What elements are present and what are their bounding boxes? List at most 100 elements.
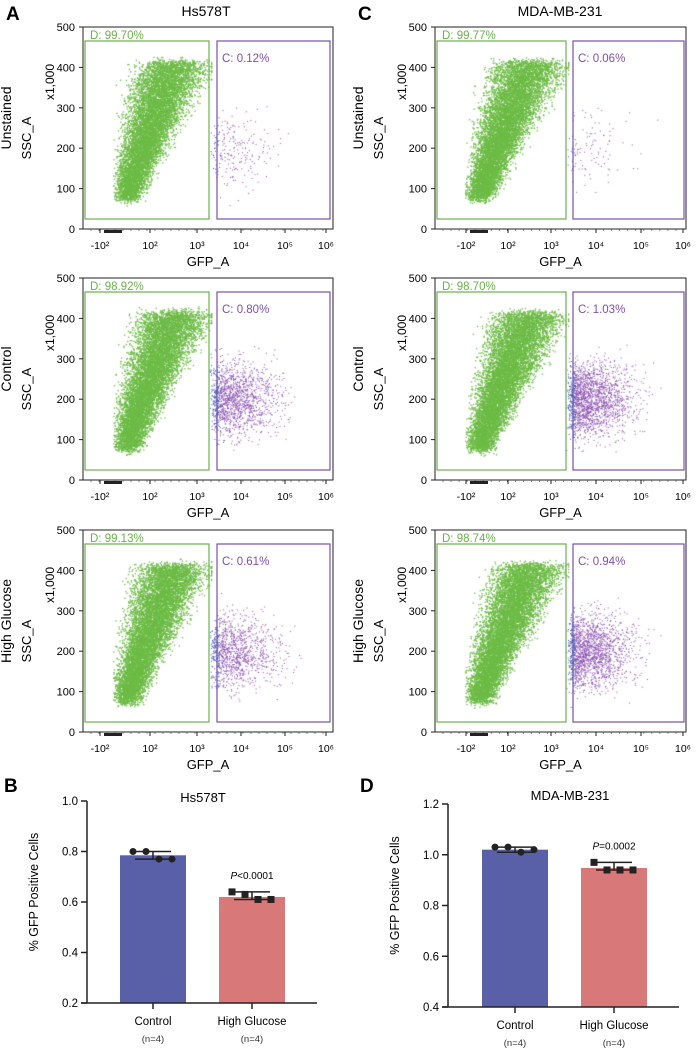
x-tick-label: 10³: [189, 491, 205, 503]
x-tick-label: 10⁴: [588, 240, 604, 252]
p-value: =0.0002: [599, 841, 636, 852]
flow-plot-a-1: 0 100 200 300 400 500 -10² 10² 10³ 10⁴ 10⁵ 10⁶ GFP_A…: [0, 22, 334, 269]
plot-frame: [82, 277, 334, 481]
y-tick-label: 500: [409, 22, 427, 34]
gate-d: [436, 40, 567, 220]
data-point: [491, 843, 499, 851]
category-label: High Glucose: [579, 1020, 648, 1032]
bar-high-glucose: [581, 867, 647, 1007]
gate-c-label: C: 0.80%: [222, 304, 269, 316]
x-axis-label: GFP_A: [539, 505, 582, 520]
y-tick-label: 500: [409, 273, 427, 285]
zero-marker: [470, 481, 488, 484]
data-point: [504, 843, 512, 851]
p-symbol: P: [230, 871, 237, 882]
y-axis-unit: x1,000: [43, 315, 57, 351]
y-axis-label: SSC_A: [371, 116, 386, 159]
n-label: (n=4): [241, 1034, 263, 1045]
y-tick-label: 1.0: [62, 796, 78, 808]
x-axis-label: GFP_A: [187, 505, 230, 520]
y-tick-label: 400: [57, 62, 75, 74]
y-axis-unit: x1,000: [395, 567, 409, 603]
x-tick-label: 10²: [142, 491, 158, 503]
y-tick-label: 200: [57, 143, 75, 155]
y-axis-unit: x1,000: [395, 315, 409, 351]
y-tick-label: 0.8: [423, 901, 439, 913]
zero-marker: [104, 481, 122, 484]
flow-plot-c-2: 0 100 200 300 400 500 -10² 10² 10³ 10⁴ 10⁵ 10⁶ GFP_A…: [350, 273, 691, 520]
y-tick-label: 1.2: [423, 799, 439, 811]
x-tick-label: 10⁴: [233, 743, 249, 755]
y-tick-label: 200: [409, 646, 427, 658]
y-tick-label: 100: [409, 435, 427, 447]
y-tick-label: 300: [57, 354, 75, 366]
y-tick-label: 500: [57, 525, 75, 537]
gate-d-label: D: 99.70%: [90, 30, 144, 42]
gate-d-label: D: 98.92%: [90, 281, 144, 293]
x-tick-label: 10⁴: [233, 491, 249, 503]
x-tick-label: -10²: [91, 743, 110, 755]
y-axis-label: % GFP Positive Cells: [27, 833, 41, 952]
x-tick-label: 10⁶: [675, 491, 691, 503]
gate-d-label: D: 99.77%: [442, 30, 496, 42]
data-point: [629, 866, 637, 874]
plot-frame: [82, 26, 334, 230]
x-tick-label: -10²: [457, 491, 476, 503]
data-point: [142, 848, 150, 855]
gate-c: [572, 40, 685, 220]
row-label: Control: [0, 346, 14, 391]
panel-letter-c: C: [358, 4, 372, 25]
category-label: Control: [134, 1016, 171, 1028]
data-point: [616, 866, 624, 874]
y-tick-label: 400: [409, 565, 427, 577]
y-tick-label: 500: [57, 273, 75, 285]
x-tick-label: 10⁴: [233, 240, 249, 252]
y-tick-label: 0.6: [423, 951, 439, 963]
x-tick-label: -10²: [457, 743, 476, 755]
flow-plot-c-1: 0 100 200 300 400 500 -10² 10² 10³ 10⁴ 10⁵ 10⁶ GFP_A…: [350, 22, 691, 269]
y-tick-label: 400: [57, 565, 75, 577]
data-point: [590, 858, 598, 866]
zero-marker: [104, 230, 122, 233]
y-tick-label: 300: [57, 606, 75, 618]
row-label: Unstained: [0, 86, 14, 149]
category-label: High Glucose: [217, 1016, 286, 1028]
y-axis-label: SSC_A: [19, 367, 34, 410]
x-tick-label: -10²: [91, 491, 110, 503]
y-tick-label: 0: [69, 475, 75, 487]
x-tick-label: 10⁶: [318, 491, 334, 503]
p-value-annotation: P<0.0001: [230, 871, 274, 882]
row-label: Control: [350, 346, 366, 391]
flow-plot-a-3: 0 100 200 300 400 500 -10² 10² 10³ 10⁴ 10⁵ 10⁶ GFP_A…: [0, 525, 334, 772]
y-tick-label: 200: [409, 143, 427, 155]
y-axis-unit: x1,000: [43, 567, 57, 603]
data-point: [241, 890, 249, 898]
y-tick-label: 300: [409, 103, 427, 115]
y-tick-label: 300: [409, 606, 427, 618]
data-point: [129, 848, 137, 855]
x-tick-label: 10⁵: [277, 743, 293, 755]
gate-c: [216, 291, 331, 471]
data-point: [168, 855, 176, 863]
flow-plot-c-3: 0 100 200 300 400 500 -10² 10² 10³ 10⁴ 10⁵ 10⁶ GFP_A…: [350, 525, 691, 772]
x-tick-label: 10⁴: [588, 743, 604, 755]
gate-d: [84, 543, 210, 723]
gate-d: [84, 40, 210, 220]
category-label: Control: [496, 1020, 533, 1032]
y-tick-label: 300: [57, 103, 75, 115]
y-axis-label: SSC_A: [371, 619, 386, 662]
y-tick-label: 100: [57, 435, 75, 447]
y-tick-label: 100: [57, 687, 75, 699]
y-tick-label: 400: [409, 62, 427, 74]
gate-d: [436, 291, 567, 471]
y-tick-label: 0: [421, 475, 427, 487]
x-axis-label: GFP_A: [187, 757, 230, 772]
row-label: High Glucose: [350, 579, 366, 663]
x-tick-label: 10²: [142, 743, 158, 755]
x-tick-label: 10⁶: [675, 743, 691, 755]
y-axis-label: SSC_A: [19, 619, 34, 662]
bar-control: [120, 855, 186, 1003]
panel-a-title: Hs578T: [181, 3, 230, 19]
y-tick-label: 200: [57, 646, 75, 658]
